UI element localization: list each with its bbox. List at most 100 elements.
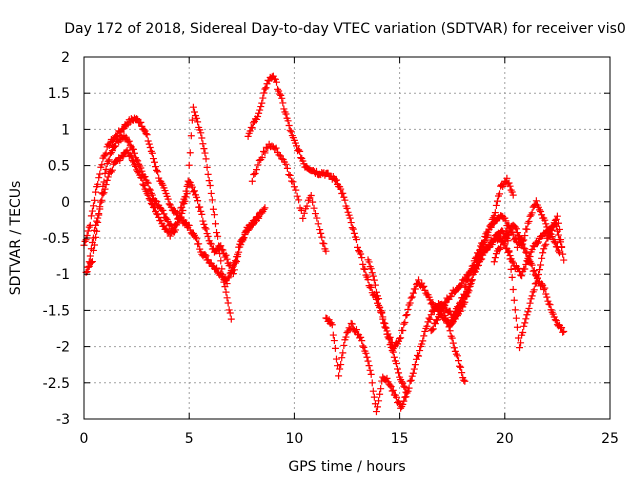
data-point-marker xyxy=(520,244,528,252)
data-point-marker xyxy=(359,342,367,350)
data-point-marker xyxy=(119,153,127,161)
data-point-marker xyxy=(358,337,366,345)
data-point-marker xyxy=(197,129,205,137)
data-point-marker xyxy=(84,263,92,271)
data-point-marker xyxy=(331,344,339,352)
data-point-marker xyxy=(139,180,147,188)
data-point-marker xyxy=(347,219,355,227)
data-point-marker xyxy=(553,243,561,251)
data-point-marker xyxy=(145,140,153,148)
data-point-marker xyxy=(369,272,377,280)
data-point-marker xyxy=(126,151,134,159)
data-point-marker xyxy=(436,307,444,315)
data-point-marker xyxy=(512,225,520,233)
data-point-marker xyxy=(537,208,545,216)
data-point-marker xyxy=(176,209,184,217)
data-point-marker xyxy=(427,311,435,319)
data-point-marker xyxy=(94,180,102,188)
data-point-marker xyxy=(407,294,415,302)
data-point-marker xyxy=(100,189,108,197)
data-point-marker xyxy=(129,158,137,166)
data-point-marker xyxy=(406,299,414,307)
y-tick-label: 2 xyxy=(61,50,70,66)
data-point-marker xyxy=(164,195,172,203)
data-point-marker xyxy=(523,311,531,319)
data-point-marker xyxy=(542,290,550,298)
data-point-marker xyxy=(193,114,201,122)
data-point-marker xyxy=(193,235,201,243)
data-point-marker xyxy=(368,269,376,277)
data-point-marker xyxy=(557,236,565,244)
data-point-marker xyxy=(370,393,378,401)
data-point-marker xyxy=(360,343,368,351)
data-point-marker xyxy=(345,324,353,332)
data-point-marker xyxy=(491,209,499,217)
data-point-marker xyxy=(221,283,229,291)
data-point-marker xyxy=(411,285,419,293)
data-point-marker xyxy=(201,224,209,232)
data-point-marker xyxy=(367,265,375,273)
data-point-marker xyxy=(457,302,465,310)
data-point-marker xyxy=(133,115,141,123)
data-point-marker xyxy=(307,191,315,199)
data-point-marker xyxy=(497,243,505,251)
data-point-marker xyxy=(513,229,521,237)
data-point-marker xyxy=(220,278,228,286)
data-point-marker xyxy=(231,259,239,267)
data-point-marker xyxy=(388,387,396,395)
data-point-marker xyxy=(280,105,288,113)
data-point-marker xyxy=(271,145,279,153)
data-point-marker xyxy=(196,245,204,253)
data-point-marker xyxy=(257,103,265,111)
data-point-marker xyxy=(337,185,345,193)
data-point-marker xyxy=(248,124,256,132)
data-point-marker xyxy=(517,339,525,347)
data-point-marker xyxy=(403,311,411,319)
data-point-marker xyxy=(409,369,417,377)
data-point-marker xyxy=(405,384,413,392)
data-point-marker xyxy=(227,315,235,323)
data-point-marker xyxy=(86,252,94,260)
data-point-marker xyxy=(295,196,303,204)
data-point-marker xyxy=(365,258,373,266)
data-point-marker xyxy=(146,196,154,204)
data-point-marker xyxy=(150,158,158,166)
data-point-marker xyxy=(533,239,541,247)
data-point-marker xyxy=(146,144,154,152)
data-point-marker xyxy=(420,282,428,290)
data-point-marker xyxy=(342,333,350,341)
data-point-marker xyxy=(359,260,367,268)
data-point-marker xyxy=(502,217,510,225)
data-point-marker xyxy=(293,142,301,150)
data-point-marker xyxy=(332,355,340,363)
data-point-marker xyxy=(553,212,561,220)
data-point-marker xyxy=(550,238,558,246)
data-point-marker xyxy=(477,256,485,264)
data-point-marker xyxy=(205,177,213,185)
data-point-marker xyxy=(488,240,496,248)
data-point-marker xyxy=(102,165,110,173)
data-point-marker xyxy=(525,304,533,312)
data-point-marker xyxy=(336,365,344,373)
series-track-c xyxy=(84,146,263,278)
x-tick-label: 5 xyxy=(185,431,194,447)
data-point-marker xyxy=(154,168,162,176)
data-point-marker xyxy=(560,256,568,264)
data-point-marker xyxy=(285,171,293,179)
data-point-marker xyxy=(508,188,516,196)
data-point-marker xyxy=(453,352,461,360)
data-point-marker xyxy=(320,240,328,248)
data-point-marker xyxy=(235,248,243,256)
data-point-marker xyxy=(275,151,283,159)
data-point-marker xyxy=(491,254,499,262)
data-point-marker xyxy=(549,223,557,231)
x-tick-label: 0 xyxy=(80,431,89,447)
data-point-marker xyxy=(554,219,562,227)
data-point-marker xyxy=(159,206,167,214)
data-point-marker xyxy=(85,223,93,231)
data-point-marker xyxy=(559,328,567,336)
data-point-marker xyxy=(524,308,532,316)
data-point-marker xyxy=(103,176,111,184)
data-point-marker xyxy=(206,181,214,189)
